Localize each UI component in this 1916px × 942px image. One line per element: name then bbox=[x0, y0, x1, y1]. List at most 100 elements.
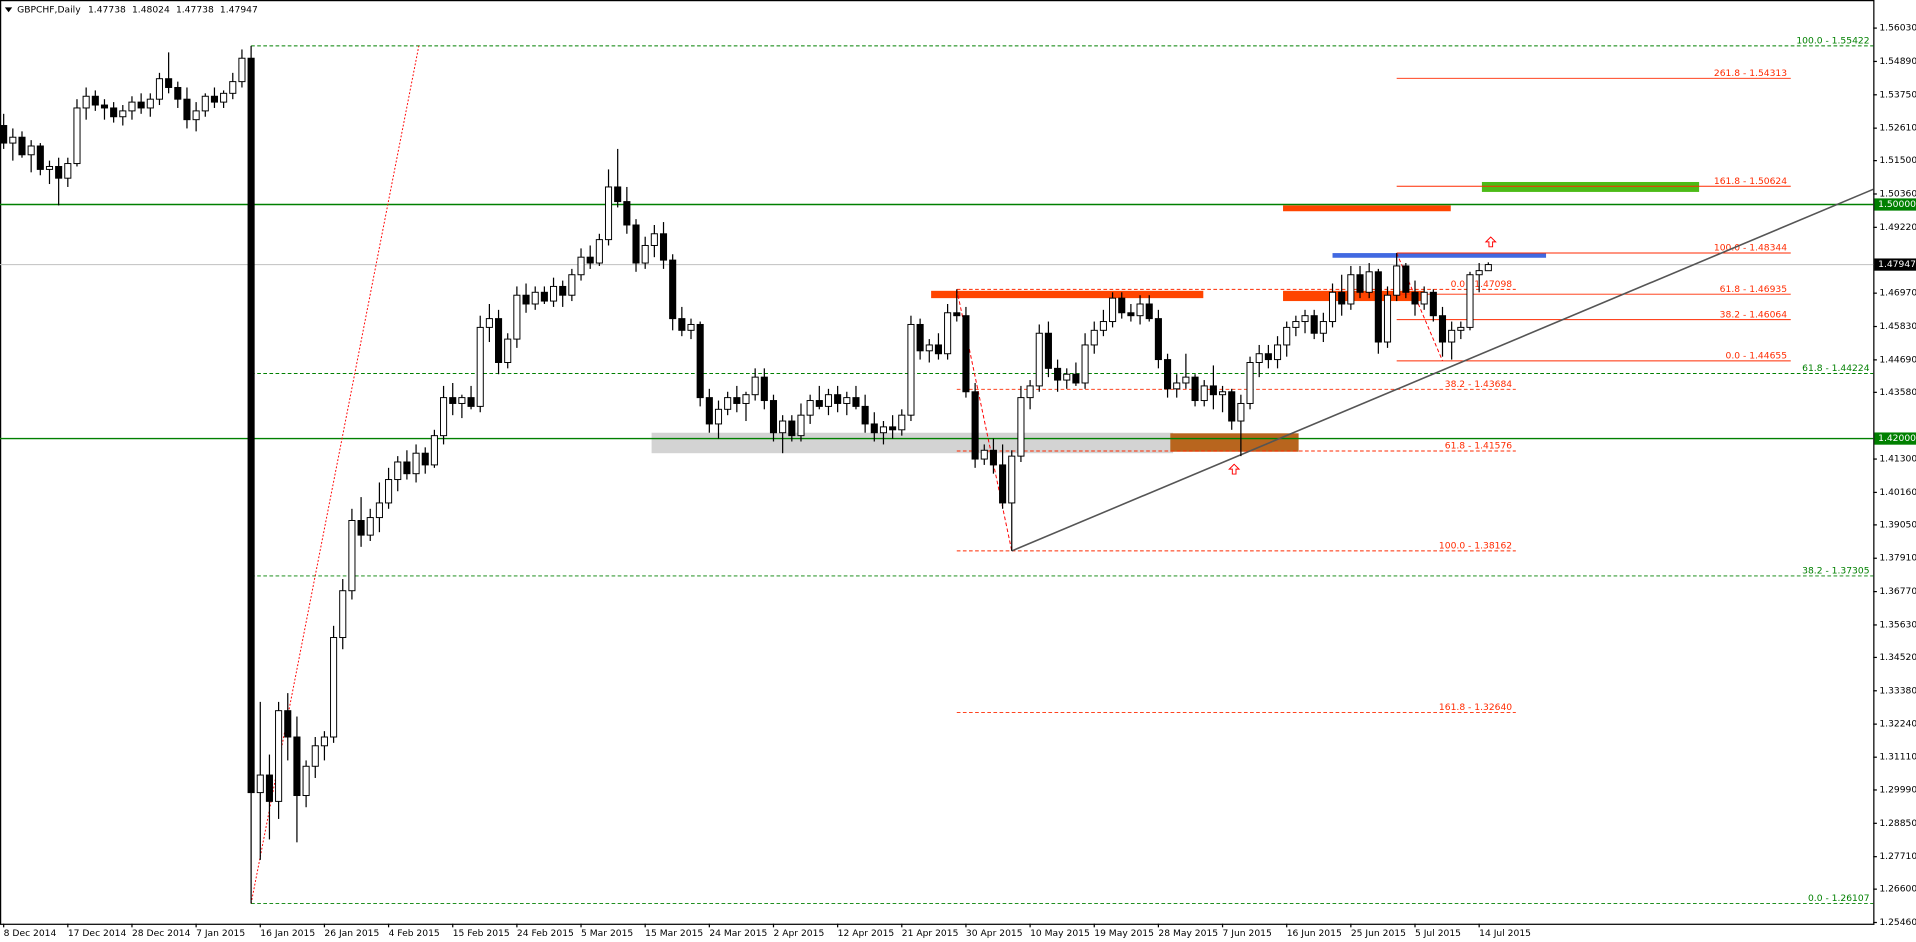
candle-body bbox=[843, 397, 851, 404]
candle-body bbox=[1173, 382, 1181, 390]
fib-label: 0.0 - 1.44655 bbox=[1726, 351, 1788, 362]
price-marker-label: 1.50000 bbox=[1878, 199, 1916, 210]
fib-label: 261.8 - 1.54313 bbox=[1714, 68, 1787, 79]
candle-body bbox=[898, 414, 906, 431]
fib-label: 161.8 - 1.32640 bbox=[1439, 702, 1512, 713]
price-marker-label: 1.42000 bbox=[1878, 433, 1916, 444]
candle-body bbox=[1090, 329, 1098, 346]
up-arrow bbox=[1228, 463, 1241, 475]
candle-body bbox=[1347, 274, 1355, 305]
candle-body bbox=[1237, 402, 1245, 422]
fib-label: 161.8 - 1.50624 bbox=[1714, 176, 1787, 187]
candle-body bbox=[1209, 385, 1217, 396]
zone bbox=[1170, 433, 1299, 452]
price-marker-label: 1.47947 bbox=[1878, 259, 1916, 270]
x-tick-label: 19 May 2015 bbox=[1094, 928, 1154, 939]
fib-label: 38.2 - 1.37305 bbox=[1802, 566, 1870, 577]
candle-body bbox=[595, 239, 603, 264]
candle-body bbox=[1411, 291, 1419, 305]
candle-body bbox=[1457, 326, 1465, 331]
y-tick-label: 1.27710 bbox=[1879, 851, 1916, 862]
candle-body bbox=[659, 233, 668, 261]
fib-label: 0.0 - 1.47098 bbox=[1451, 279, 1513, 290]
candle-body bbox=[568, 274, 576, 296]
candle-body bbox=[146, 98, 154, 109]
candle-body bbox=[495, 318, 503, 363]
fib-label: 100.0 - 1.48344 bbox=[1714, 243, 1787, 254]
candle-body bbox=[1182, 376, 1190, 384]
x-tick-label: 2 Apr 2015 bbox=[773, 928, 824, 939]
candle-body bbox=[256, 774, 264, 794]
candle-body bbox=[1109, 297, 1117, 323]
y-tick-label: 1.44690 bbox=[1879, 354, 1916, 365]
fib-label: 61.8 - 1.41576 bbox=[1445, 441, 1513, 452]
candle-body bbox=[339, 590, 347, 639]
candle-body bbox=[357, 520, 365, 536]
y-tick-label: 1.41300 bbox=[1879, 454, 1916, 465]
candle-body bbox=[1475, 270, 1483, 276]
candle-body bbox=[824, 394, 833, 407]
candle-body bbox=[128, 101, 136, 112]
x-tick-label: 25 Jun 2015 bbox=[1351, 928, 1406, 939]
fib-label: 100.0 - 1.55422 bbox=[1796, 35, 1869, 46]
candle-body bbox=[1145, 303, 1153, 320]
candle-body bbox=[760, 376, 768, 402]
candle-body bbox=[806, 400, 814, 416]
candle-body bbox=[733, 397, 741, 404]
candle-body bbox=[1438, 315, 1447, 343]
y-tick-label: 1.31110 bbox=[1879, 752, 1916, 763]
candle-body bbox=[934, 344, 942, 355]
candle-body bbox=[678, 318, 686, 331]
x-tick-label: 15 Feb 2015 bbox=[453, 928, 510, 939]
fib-label: 61.8 - 1.46935 bbox=[1720, 284, 1788, 295]
candle-body bbox=[1063, 373, 1071, 381]
candle-body bbox=[779, 420, 787, 434]
x-tick-label: 8 Dec 2014 bbox=[4, 928, 57, 939]
candle-body bbox=[27, 145, 35, 156]
candle-body bbox=[815, 400, 823, 407]
candle-body bbox=[540, 291, 548, 302]
x-tick-label: 10 May 2015 bbox=[1030, 928, 1090, 939]
y-tick-label: 1.29990 bbox=[1879, 784, 1916, 795]
candle-body bbox=[229, 81, 237, 94]
fib-label: 0.0 - 1.26107 bbox=[1808, 893, 1870, 904]
candle-body bbox=[238, 57, 246, 83]
candle-body bbox=[403, 461, 411, 475]
candle-body bbox=[751, 376, 759, 396]
candle-body bbox=[980, 449, 988, 460]
candle-body bbox=[1191, 376, 1199, 402]
y-tick-label: 1.56030 bbox=[1879, 23, 1916, 34]
candle-body bbox=[449, 397, 457, 404]
candle-body bbox=[385, 479, 393, 504]
y-tick-label: 1.26600 bbox=[1879, 884, 1916, 895]
candle-body bbox=[73, 107, 81, 165]
y-tick-label: 1.28850 bbox=[1879, 818, 1916, 829]
candle-body bbox=[265, 774, 273, 802]
candle-body bbox=[119, 110, 127, 118]
candle-body bbox=[586, 256, 594, 264]
candle-body bbox=[1154, 318, 1162, 361]
candle-body bbox=[953, 312, 961, 317]
x-tick-label: 16 Jan 2015 bbox=[260, 928, 315, 939]
candle-body bbox=[696, 323, 704, 399]
candle-body bbox=[1356, 274, 1364, 293]
candle-body bbox=[1219, 391, 1227, 396]
candle-body bbox=[1200, 385, 1208, 402]
candle-body bbox=[485, 318, 493, 328]
candle-body bbox=[641, 244, 649, 264]
candle-body bbox=[623, 201, 631, 226]
candle-body bbox=[549, 285, 558, 302]
candle-body bbox=[458, 397, 466, 404]
candle-body bbox=[275, 710, 283, 802]
candle-body bbox=[1127, 312, 1135, 317]
candle-body bbox=[522, 294, 530, 305]
x-tick-label: 14 Jul 2015 bbox=[1479, 928, 1531, 939]
candle-body bbox=[1118, 297, 1126, 314]
candle-body bbox=[247, 57, 255, 794]
candle-body bbox=[989, 449, 997, 466]
candle-body bbox=[1383, 294, 1392, 343]
candle-body bbox=[834, 394, 842, 404]
x-tick-label: 26 Jan 2015 bbox=[324, 928, 379, 939]
candle-body bbox=[1081, 344, 1089, 384]
candle-body bbox=[165, 78, 173, 88]
